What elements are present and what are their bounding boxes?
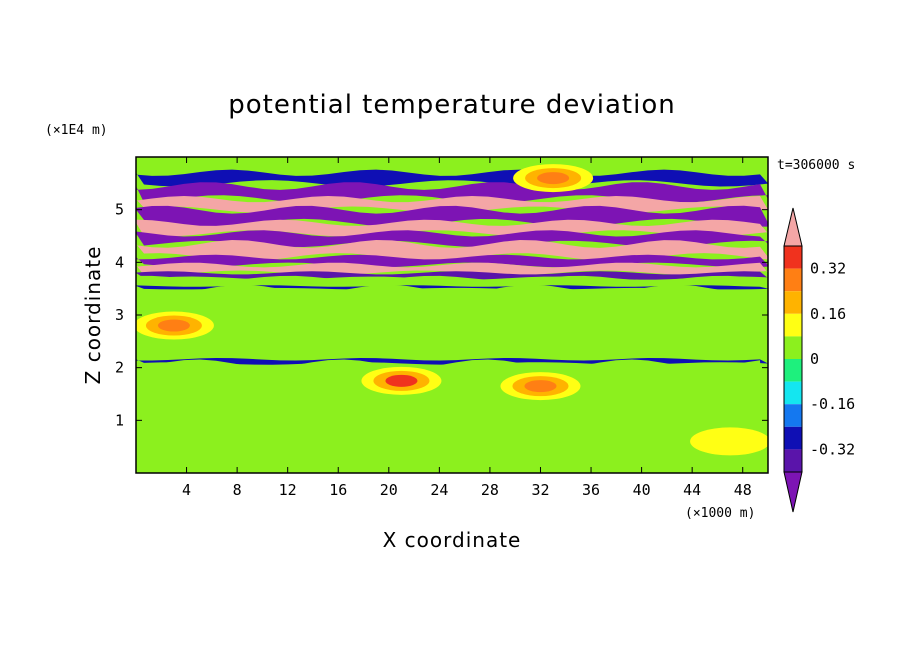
colorbar-segment (784, 336, 802, 359)
y-unit-label: (×1E4 m) (45, 123, 108, 138)
feature-core (524, 380, 557, 393)
band (136, 219, 768, 237)
y-axis-label: Z coordinate (81, 246, 105, 385)
x-tick-label: 28 (481, 481, 499, 499)
colorbar-segment (784, 313, 802, 337)
contour-field (136, 157, 768, 473)
band (136, 182, 768, 204)
colorbar: 0.32 0.16 0 -0.16 -0.32 (783, 207, 855, 513)
colorbar-label: 0 (810, 350, 819, 368)
x-tick-label: 4 (182, 481, 191, 499)
colorbar-frame (783, 245, 803, 473)
y-axis-ticks: 1 2 3 4 5 (115, 201, 768, 429)
colorbar-segment (784, 246, 802, 269)
colorbar-label: -0.16 (810, 395, 855, 413)
x-tick-label: 16 (329, 481, 347, 499)
feature-core (385, 374, 418, 387)
x-tick-label: 36 (582, 481, 600, 499)
band (136, 157, 768, 177)
band (136, 169, 768, 187)
x-tick-label: 8 (233, 481, 242, 499)
colorbar-segment (784, 268, 802, 292)
band (136, 240, 768, 261)
band (136, 284, 768, 362)
chart-title: potential temperature deviation (228, 90, 675, 120)
x-tick-label: 48 (734, 481, 752, 499)
y-tick-label: 3 (115, 306, 124, 324)
x-tick-label: 20 (380, 481, 398, 499)
band (136, 285, 768, 290)
colorbar-top-triangle (783, 207, 803, 247)
colorbar-segment (784, 291, 802, 314)
x-tick-label: 12 (279, 481, 297, 499)
y-tick-label: 5 (115, 201, 124, 219)
colorbar-label: 0.16 (810, 305, 846, 323)
colorbar-bottom-triangle (783, 471, 803, 513)
x-tick-label: 44 (683, 481, 701, 499)
x-tick-label: 24 (430, 481, 448, 499)
colorbar-segment (784, 404, 802, 427)
feature-core (537, 172, 570, 185)
colorbar-label: -0.32 (810, 440, 855, 458)
colorbar-segment (784, 426, 802, 450)
band (136, 205, 768, 227)
time-label: t=306000 s (777, 158, 855, 173)
y-tick-label: 1 (115, 411, 124, 429)
colorbar-segment (784, 381, 802, 405)
band (136, 359, 768, 473)
colorbar-segment (784, 359, 802, 382)
x-tick-label: 40 (633, 481, 651, 499)
y-tick-label: 4 (115, 253, 124, 271)
band (136, 275, 768, 289)
feature-core (714, 435, 747, 448)
x-unit-label: (×1000 m) (685, 506, 755, 521)
colorbar-segment (784, 449, 802, 472)
band (136, 230, 768, 248)
feature-core (157, 319, 190, 332)
x-tick-label: 32 (531, 481, 549, 499)
x-axis-ticks: 4 8 12 16 20 24 28 32 36 40 44 48 (182, 157, 752, 499)
y-tick-label: 2 (115, 359, 124, 377)
plot-area (135, 156, 769, 474)
x-axis-label: X coordinate (383, 528, 522, 552)
colorbar-label: 0.32 (810, 260, 846, 278)
